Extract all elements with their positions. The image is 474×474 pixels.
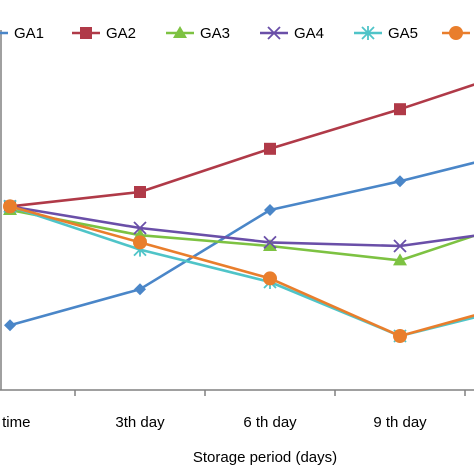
legend-marker (267, 26, 281, 40)
series-markers (3, 103, 407, 343)
data-point-ga1 (134, 283, 146, 296)
series-line-ga1 (9, 161, 474, 327)
data-point-series-6 (3, 199, 17, 214)
legend-label: GA2 (106, 25, 136, 42)
legend-marker (449, 26, 463, 40)
legend-label: GA5 (388, 25, 418, 42)
legend-item-ga2: GA2 (72, 25, 136, 42)
legend: GA1 GA2 GA3 GA4 GA5 (0, 25, 470, 42)
legend-label: GA1 (14, 25, 44, 42)
data-point-ga4 (263, 235, 277, 250)
x-axis-title: Storage period (days) (193, 449, 337, 466)
data-point-ga2 (134, 186, 146, 198)
series-line-ga2 (9, 83, 474, 208)
legend-marker (361, 26, 375, 40)
data-point-ga4 (393, 239, 407, 253)
data-point-ga1 (264, 204, 276, 216)
legend-item-ga4: GA4 (260, 25, 324, 42)
legend-label: GA3 (200, 25, 230, 42)
data-point-ga1 (394, 175, 406, 188)
x-tick-label: o time (0, 414, 30, 431)
data-point-ga2 (394, 103, 406, 116)
legend-item-ga3: GA3 (166, 25, 230, 42)
data-point-ga2 (264, 142, 276, 155)
data-point-ga4 (133, 221, 147, 235)
axes (0, 30, 474, 391)
x-tick-label: 9 th day (373, 414, 427, 431)
data-point-ga3 (263, 239, 277, 251)
data-point-series-6 (393, 329, 407, 343)
legend-item-series-6 (442, 26, 470, 40)
legend-marker (173, 26, 187, 38)
data-point-series-6 (263, 271, 277, 286)
data-point-ga3 (393, 253, 407, 266)
data-point-series-6 (133, 235, 147, 250)
x-tick-labels: o time 3th day 6 th day 9 th day (0, 390, 466, 431)
legend-item-ga5: GA5 (354, 25, 418, 42)
x-tick-label: 3th day (115, 414, 165, 431)
x-tick-label: 6 th day (243, 414, 297, 431)
data-point-ga1 (4, 319, 16, 332)
legend-item-ga1: GA1 (0, 25, 44, 42)
legend-label: GA4 (294, 25, 324, 42)
legend-marker (80, 27, 92, 39)
